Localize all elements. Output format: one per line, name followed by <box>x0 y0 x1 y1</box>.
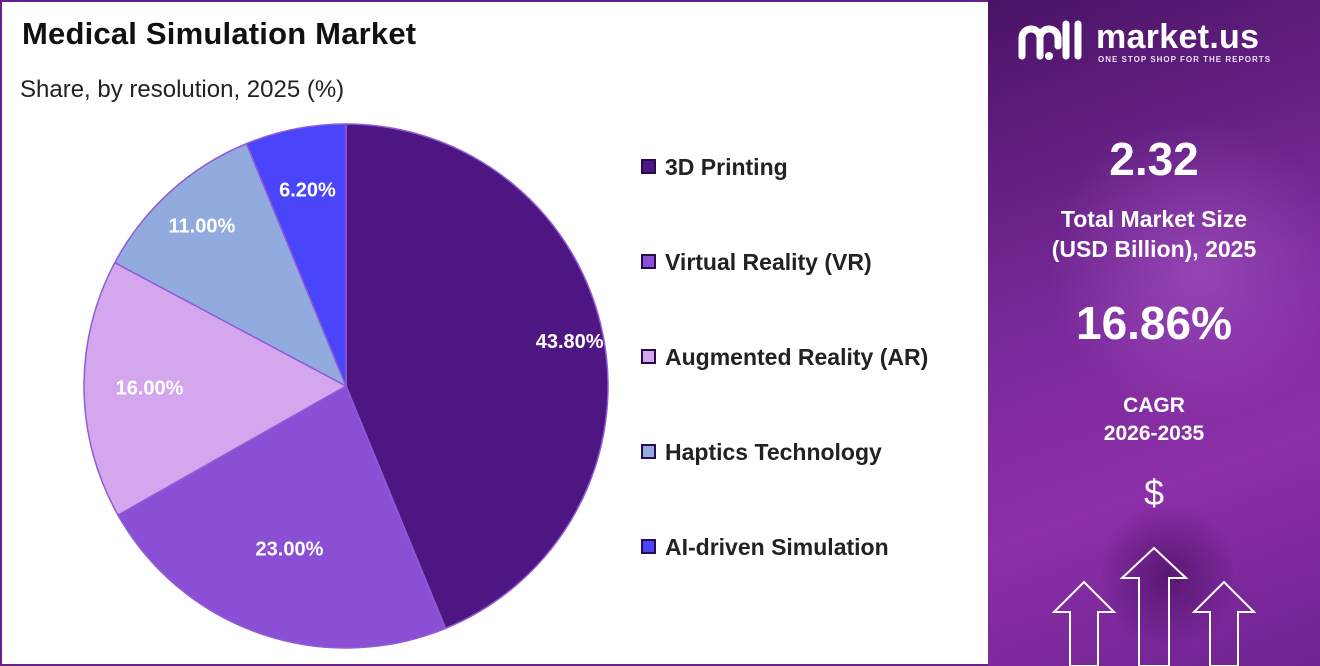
cagr-label: CAGR <box>1123 394 1185 417</box>
pie-slice-1 <box>116 384 447 649</box>
legend-swatch <box>641 539 656 554</box>
legend-label: Augmented Reality (AR) <box>665 344 929 370</box>
brand-name: market.us <box>1096 18 1260 56</box>
legend-swatch <box>641 254 656 269</box>
legend-label: AI-driven Simulation <box>665 534 889 560</box>
legend-item-0: 3D Printing <box>641 150 981 245</box>
chart-subtitle: Share, by resolution, 2025 (%) <box>20 76 345 103</box>
pie-chart: 43.80% 23.00% 16.00% 11.00% 6.20% <box>83 123 609 649</box>
legend-swatch <box>641 444 656 459</box>
chart-legend: 3D Printing Virtual Reality (VR) Augmented… <box>641 150 981 625</box>
legend-swatch <box>641 159 656 174</box>
pie-slice-2 <box>83 261 348 517</box>
legend-item-2: Augmented Reality (AR) <box>641 340 981 435</box>
pie-slice-0 <box>345 123 609 630</box>
legend-item-4: AI-driven Simulation <box>641 530 981 625</box>
slice-label-3: 11.00% <box>169 216 236 238</box>
slice-label-4: 6.20% <box>279 180 336 202</box>
slice-label-0: 43.80% <box>536 331 604 353</box>
cagr-value: 16.86% <box>1075 297 1232 349</box>
slice-label-1: 23.00% <box>256 538 324 560</box>
brand-tagline: ONE STOP SHOP FOR THE REPORTS <box>1098 55 1272 64</box>
market-size-value: 2.32 <box>1109 133 1199 185</box>
growth-arrows-icon <box>1051 546 1257 666</box>
market-size-label-line1: Total Market Size <box>1060 206 1248 232</box>
cagr-period: 2026-2035 <box>1103 422 1205 445</box>
background-glow <box>1048 120 1320 420</box>
legend-label: Haptics Technology <box>665 439 882 465</box>
brand: market.us ONE STOP SHOP FOR THE REPORTS <box>1018 16 1308 66</box>
legend-label: 3D Printing <box>665 154 788 180</box>
market-us-logo-icon <box>1018 20 1082 60</box>
chart-title: Medical Simulation Market <box>22 16 417 51</box>
pie-slice-4 <box>245 123 347 387</box>
market-size-label-line2: (USD Billion), 2025 <box>1051 236 1257 262</box>
legend-item-3: Haptics Technology <box>641 435 981 530</box>
dollar-icon: $ <box>1143 472 1165 513</box>
legend-swatch <box>641 349 656 364</box>
summary-panel: market.us ONE STOP SHOP FOR THE REPORTS … <box>988 0 1320 666</box>
legend-item-1: Virtual Reality (VR) <box>641 245 981 340</box>
pie-slice-3 <box>113 142 348 388</box>
slice-label-2: 16.00% <box>116 377 184 399</box>
legend-label: Virtual Reality (VR) <box>665 249 872 275</box>
